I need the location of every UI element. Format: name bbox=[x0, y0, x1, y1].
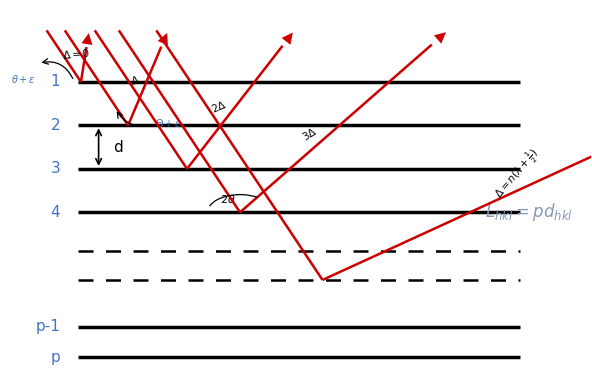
Text: 4: 4 bbox=[51, 205, 60, 220]
Text: $\Theta+\varepsilon$: $\Theta+\varepsilon$ bbox=[155, 117, 181, 129]
Text: $\theta+\varepsilon$: $\theta+\varepsilon$ bbox=[11, 73, 36, 85]
Text: $2\Delta$: $2\Delta$ bbox=[210, 98, 229, 115]
Text: $2\theta$: $2\theta$ bbox=[220, 193, 236, 205]
Text: d: d bbox=[112, 140, 123, 155]
Text: $\Delta=n(\lambda+\frac{1}{2})$: $\Delta=n(\lambda+\frac{1}{2})$ bbox=[491, 145, 544, 203]
Text: 2: 2 bbox=[51, 118, 60, 133]
Text: p: p bbox=[50, 350, 60, 365]
Text: $L_{hkl} = pd_{hkl}$: $L_{hkl} = pd_{hkl}$ bbox=[485, 201, 573, 223]
Text: p-1: p-1 bbox=[36, 319, 60, 334]
Text: $\Delta$: $\Delta$ bbox=[129, 73, 141, 87]
Text: $\Delta=0$: $\Delta=0$ bbox=[62, 46, 91, 61]
Text: 3: 3 bbox=[50, 161, 60, 176]
Text: $3\Delta$: $3\Delta$ bbox=[300, 124, 320, 143]
Text: 1: 1 bbox=[51, 74, 60, 90]
